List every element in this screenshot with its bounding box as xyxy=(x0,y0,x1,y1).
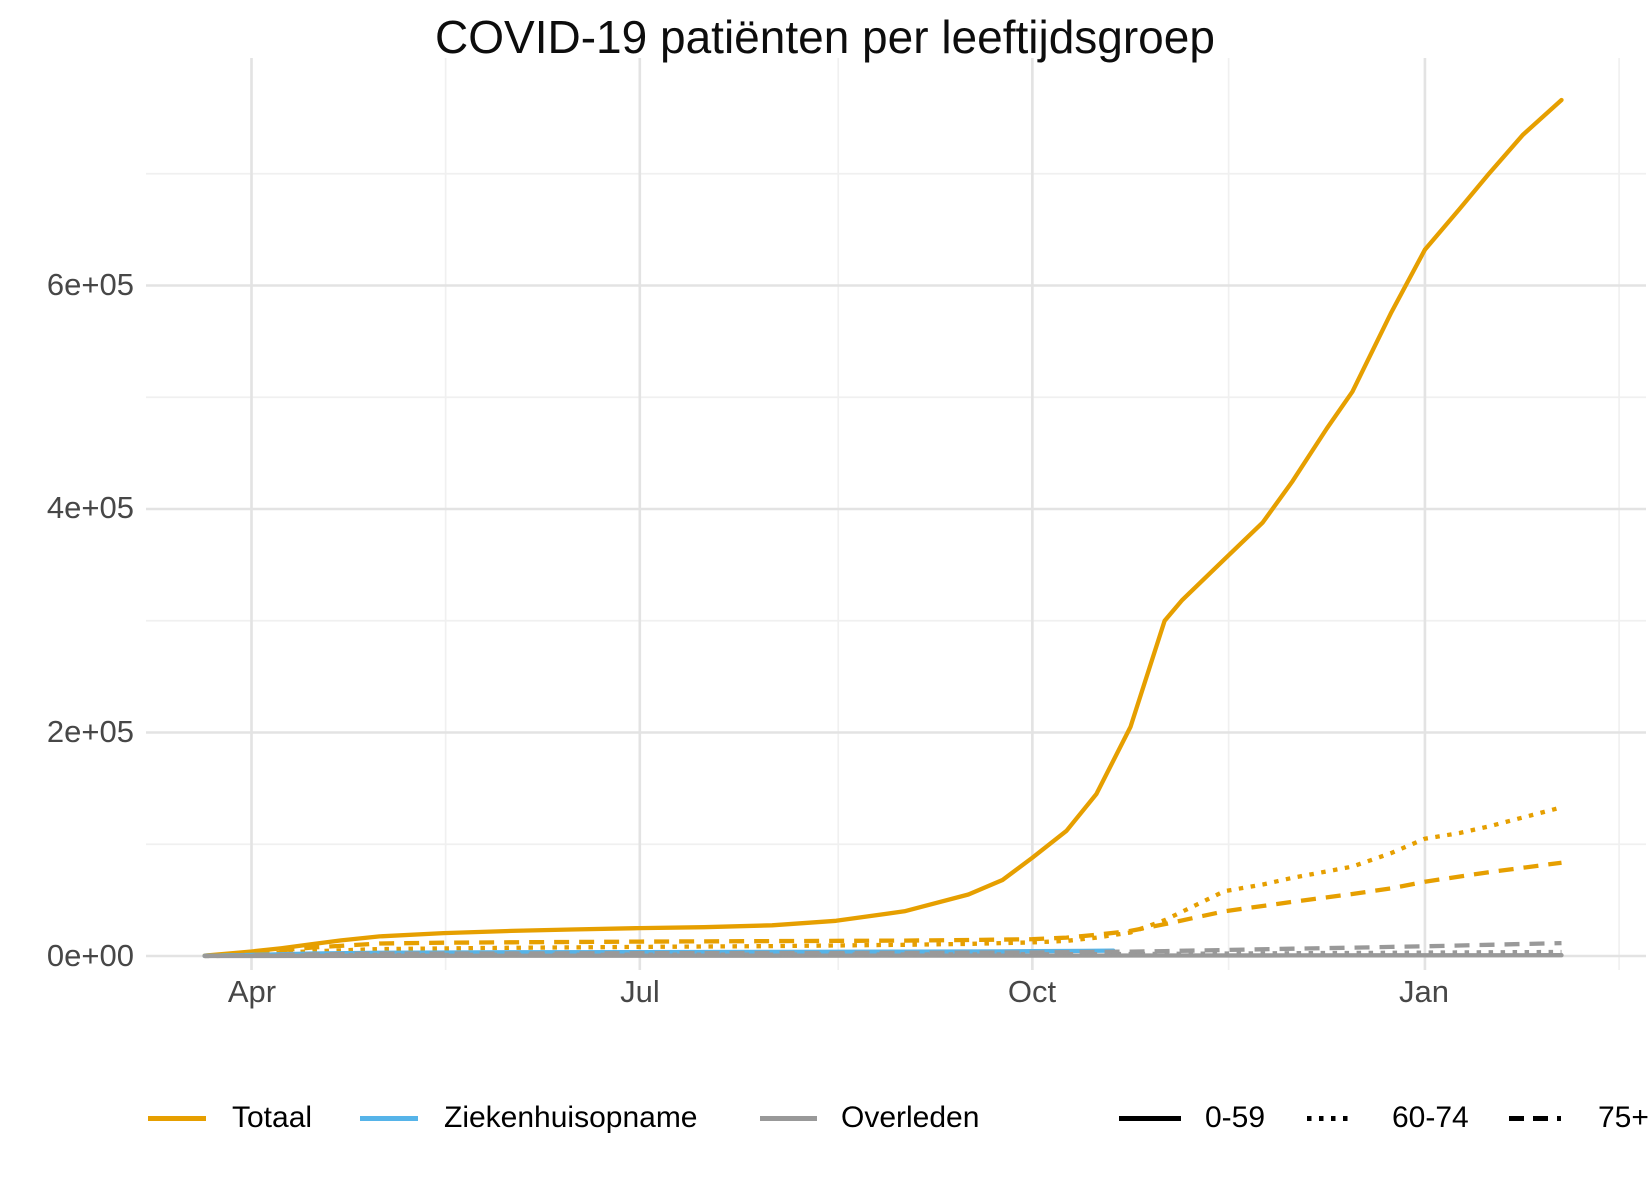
legend-key-age-60-74 xyxy=(1307,1116,1351,1121)
legend-label-overleden: Overleden xyxy=(841,1101,980,1134)
y-tick-label-2e05: 2e+05 xyxy=(46,714,134,749)
y-tick-label-0: 0e+00 xyxy=(46,938,134,973)
legend-key-age-0-59 xyxy=(1119,1116,1181,1121)
series-overleden-60-74 xyxy=(204,949,1562,959)
x-tick-label-jan: Jan xyxy=(1399,974,1449,1009)
x-tick-label-jul: Jul xyxy=(620,974,660,1009)
series-overleden-75plus xyxy=(204,940,1562,959)
series-totaal-75plus xyxy=(204,860,1562,958)
legend-key-age-75plus xyxy=(1509,1116,1566,1121)
y-tick-label-6e05: 6e+05 xyxy=(46,267,134,302)
data-series-lines xyxy=(202,97,1564,959)
x-tick-label-apr: Apr xyxy=(227,974,277,1009)
legend-label-age-0-59: 0-59 xyxy=(1205,1101,1266,1134)
legend-label-age-75plus: 75+ xyxy=(1598,1101,1649,1134)
y-tick-label-4e05: 4e+05 xyxy=(46,490,134,525)
gridlines-major xyxy=(146,58,1646,970)
legend-label-age-60-74: 60-74 xyxy=(1392,1101,1469,1134)
legend-label-totaal: Totaal xyxy=(232,1101,313,1134)
legend-label-ziekenhuisopname: Ziekenhuisopname xyxy=(444,1101,698,1134)
page-title: COVID-19 patiënten per leeftijdsgroep xyxy=(435,11,1215,63)
gridlines-minor xyxy=(146,58,1646,970)
series-totaal-60-74 xyxy=(204,805,1563,958)
legend-key-totaal xyxy=(148,1116,206,1121)
series-totaal-0-59 xyxy=(202,97,1564,958)
x-tick-label-oct: Oct xyxy=(1007,974,1057,1009)
legend-key-ziekenhuisopname xyxy=(360,1116,418,1121)
legend-key-overleden xyxy=(760,1116,817,1121)
